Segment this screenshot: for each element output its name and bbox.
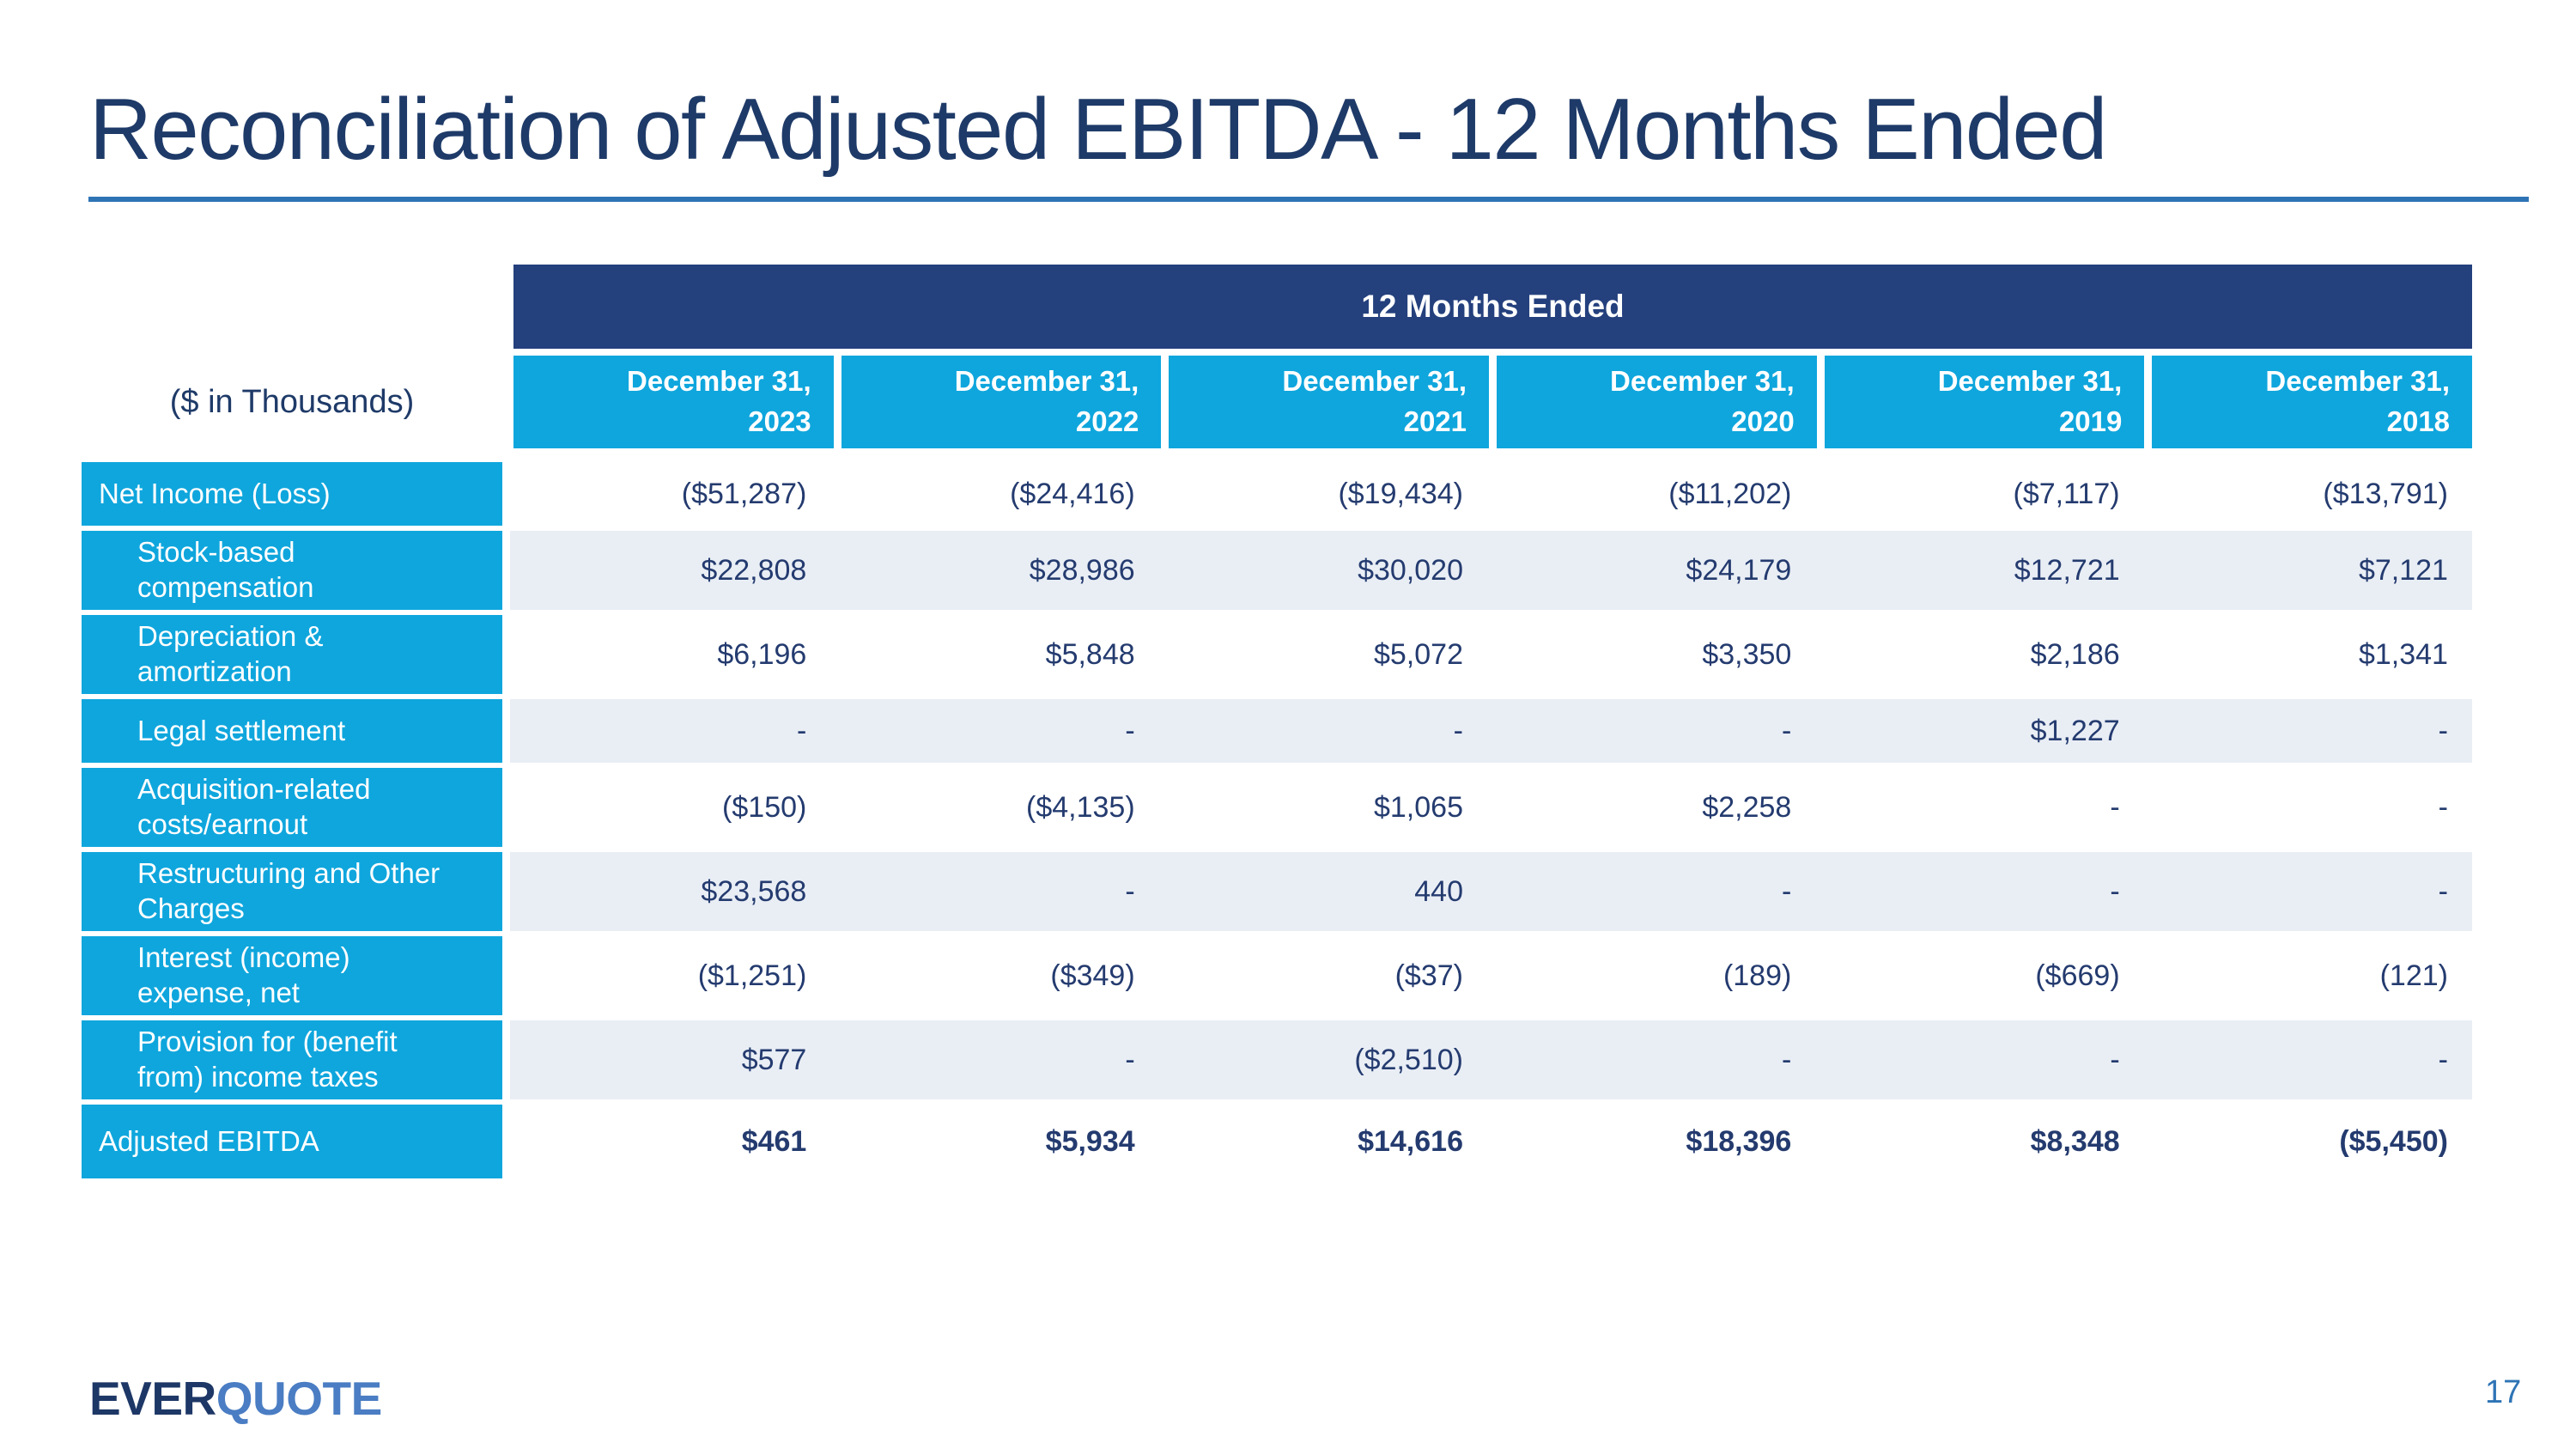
table-cell-value: $5,934 bbox=[1045, 1124, 1135, 1158]
table-row-values: $23,568 - 440 - - - bbox=[510, 852, 2472, 931]
table-row-label: Adjusted EBITDA bbox=[82, 1105, 502, 1178]
table-row-values: ($1,251) ($349) ($37) (189) ($669) (121) bbox=[510, 936, 2472, 1015]
table-row-values: ($150) ($4,135) $1,065 $2,258 - - bbox=[510, 768, 2472, 847]
table-cell-value: $5,072 bbox=[1373, 637, 1463, 671]
table-cell-value: ($349) bbox=[1050, 959, 1135, 992]
table-row: Restructuring and Other Charges $23,568 - 4… bbox=[82, 852, 2472, 931]
table-cell-value: - bbox=[1781, 874, 1792, 908]
page-title: Reconciliation of Adjusted EBITDA - 12 M… bbox=[89, 82, 2107, 178]
table-row: Interest (income) expense, net ($1,251) ($… bbox=[82, 936, 2472, 1015]
table-cell-value: ($24,416) bbox=[1010, 477, 1135, 510]
table-row-values: - - - - $1,227 - bbox=[510, 699, 2472, 763]
table-body: Net Income (Loss) ($51,287) ($24,416) ($19,… bbox=[82, 462, 2472, 1178]
table-row-label: Legal settlement bbox=[82, 699, 502, 763]
table-cell-value: $14,616 bbox=[1358, 1124, 1463, 1158]
table-cell-value: ($2,510) bbox=[1354, 1043, 1463, 1076]
table-cell-value: - bbox=[797, 714, 807, 747]
table-cell-value: $3,350 bbox=[1702, 637, 1792, 671]
table-cell-value: $8,348 bbox=[2030, 1124, 2120, 1158]
table-column-headers: December 31, 2023 December 31, 2022 Decemb… bbox=[513, 356, 2473, 448]
table-cell-value: - bbox=[1125, 714, 1135, 747]
table-cell-value: - bbox=[2438, 874, 2448, 908]
title-underline bbox=[88, 197, 2529, 202]
table-row-values: $577 - ($2,510) - - - bbox=[510, 1020, 2472, 1099]
table-cell-value: $22,808 bbox=[701, 553, 807, 587]
logo-quote-text: QUOTE bbox=[216, 1372, 383, 1425]
table-row-label: Restructuring and Other Charges bbox=[82, 852, 502, 931]
table-cell-value: ($19,434) bbox=[1338, 477, 1463, 510]
table-row-values: ($51,287) ($24,416) ($19,434) ($11,202) ($7,… bbox=[510, 462, 2472, 526]
table-cell-value: $6,196 bbox=[717, 637, 807, 671]
table-cell-value: $5,848 bbox=[1045, 637, 1135, 671]
table-row-label: Acquisition-related costs/earnout bbox=[82, 768, 502, 847]
table-cell-value: $28,986 bbox=[1029, 553, 1135, 587]
table-cell-value: $1,341 bbox=[2358, 637, 2448, 671]
table-col-header: December 31, 2018 bbox=[2152, 356, 2473, 448]
table-cell-value: - bbox=[2438, 714, 2448, 747]
table-cell-value: - bbox=[1125, 1043, 1135, 1076]
table-row-values: $461 $5,934 $14,616 $18,396 $8,348 ($5,450) bbox=[510, 1105, 2472, 1178]
table-cell-value: - bbox=[2110, 874, 2120, 908]
table-row-label: Interest (income) expense, net bbox=[82, 936, 502, 1015]
table-row-label: Stock-based compensation bbox=[82, 531, 502, 610]
table-cell-value: - bbox=[2110, 790, 2120, 824]
table-row-values: $22,808 $28,986 $30,020 $24,179 $12,721 $7,12… bbox=[510, 531, 2472, 610]
table-row-label: Provision for (benefit from) income taxe… bbox=[82, 1020, 502, 1099]
table-col-header: December 31, 2023 bbox=[513, 356, 834, 448]
table-cell-value: ($1,251) bbox=[697, 959, 807, 992]
table-span-header: 12 Months Ended bbox=[513, 265, 2472, 349]
table-cell-value: ($5,450) bbox=[2339, 1124, 2448, 1158]
table-cell-value: - bbox=[2438, 1043, 2448, 1076]
table-row: Acquisition-related costs/earnout ($150)(… bbox=[82, 768, 2472, 847]
units-label: ($ in Thousands) bbox=[169, 383, 415, 420]
table-cell-value: - bbox=[1781, 714, 1792, 747]
table-cell-value: - bbox=[1125, 874, 1135, 908]
table-cell-value: ($11,202) bbox=[1668, 477, 1792, 510]
table-cell-value: - bbox=[1781, 1043, 1792, 1076]
page-number: 17 bbox=[2485, 1374, 2522, 1410]
table-cell-value: 440 bbox=[1414, 874, 1463, 908]
everquote-logo: EVERQUOTE bbox=[89, 1371, 382, 1426]
table-cell-value: ($4,135) bbox=[1026, 790, 1135, 824]
table-col-header: December 31, 2020 bbox=[1497, 356, 1817, 448]
table-cell-value: ($37) bbox=[1394, 959, 1463, 992]
table-cell-value: $577 bbox=[741, 1043, 807, 1076]
table-cell-value: $7,121 bbox=[2358, 553, 2448, 587]
table-cell-value: (121) bbox=[2379, 959, 2448, 992]
table-row-label: Net Income (Loss) bbox=[82, 462, 502, 526]
table-cell-value: $24,179 bbox=[1686, 553, 1792, 587]
table-row: Net Income (Loss) ($51,287) ($24,416) ($19,… bbox=[82, 462, 2472, 526]
table-cell-value: ($669) bbox=[2035, 959, 2120, 992]
table-cell-value: ($51,287) bbox=[681, 477, 807, 510]
table-cell-value: - bbox=[2438, 790, 2448, 824]
table-cell-value: $1,065 bbox=[1373, 790, 1463, 824]
table-cell-value: ($7,117) bbox=[2013, 477, 2120, 510]
table-cell-value: (189) bbox=[1722, 959, 1792, 992]
table-row: Depreciation & amortization $6,196 $5,848 $… bbox=[82, 615, 2472, 694]
table-cell-value: $1,227 bbox=[2030, 714, 2120, 747]
table-cell-value: - bbox=[1453, 714, 1463, 747]
table-row: Legal settlement - - - - $1,227 - bbox=[82, 699, 2472, 763]
table-cell-value: $12,721 bbox=[2014, 553, 2120, 587]
table-col-header: December 31, 2022 bbox=[841, 356, 1162, 448]
table-cell-value: $30,020 bbox=[1358, 553, 1463, 587]
table-row: Adjusted EBITDA $461 $5,934 $14,616 $18,396 $… bbox=[82, 1105, 2472, 1178]
table-cell-value: $461 bbox=[741, 1124, 807, 1158]
table-cell-value: $2,258 bbox=[1702, 790, 1792, 824]
table-cell-value: $18,396 bbox=[1686, 1124, 1792, 1158]
table-row-values: $6,196 $5,848 $5,072 $3,350 $2,186 $1,341 bbox=[510, 615, 2472, 694]
table-col-header: December 31, 2021 bbox=[1169, 356, 1490, 448]
table-col-header: December 31, 2019 bbox=[1824, 356, 2145, 448]
table-row-label: Depreciation & amortization bbox=[82, 615, 502, 694]
table-cell-value: - bbox=[2110, 1043, 2120, 1076]
logo-ever-text: EVER bbox=[89, 1372, 216, 1425]
table-row: Provision for (benefit from) income taxe… bbox=[82, 1020, 2472, 1099]
table-cell-value: $23,568 bbox=[701, 874, 807, 908]
table-cell-value: $2,186 bbox=[2030, 637, 2120, 671]
table-cell-value: ($13,791) bbox=[2323, 477, 2448, 510]
table-cell-value: ($150) bbox=[722, 790, 807, 824]
table-row: Stock-based compensation $22,808 $28,986 $3… bbox=[82, 531, 2472, 610]
